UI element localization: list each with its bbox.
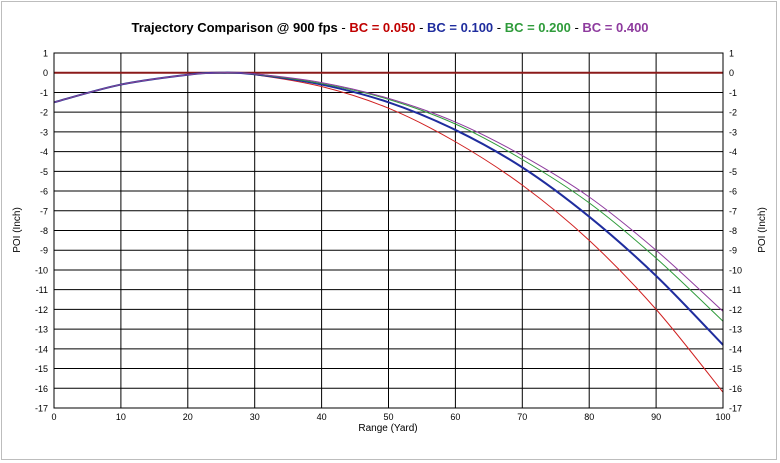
x-tick-label: 40	[317, 412, 327, 422]
y-tick-label-left: -12	[35, 305, 48, 315]
x-tick-label: 30	[250, 412, 260, 422]
chart-title: Trajectory Comparison @ 900 fps - BC = 0…	[0, 20, 780, 35]
x-tick-label: 80	[584, 412, 594, 422]
title-separator: -	[493, 20, 505, 35]
x-tick-label: 50	[383, 412, 393, 422]
y-tick-label-right: -4	[729, 147, 737, 157]
y-tick-label-right: 0	[729, 68, 734, 78]
y-tick-label-left: -1	[40, 88, 48, 98]
x-tick-label: 60	[450, 412, 460, 422]
y-axis-left-ticks: 1 0 -1 -2 -3 -4 -5 -6 -7 -8 -9 -10 -11 -12 -13 -14 -15 -1…	[35, 49, 48, 414]
y-tick-label-right: -11	[729, 285, 741, 295]
y-tick-label-left: -15	[35, 364, 48, 374]
y-tick-label-right: 1	[729, 49, 734, 59]
y-tick-label-right: -10	[729, 265, 742, 275]
y-tick-label-left: -2	[40, 108, 48, 118]
y-tick-label-right: -5	[729, 167, 737, 177]
y-tick-label-right: -7	[729, 206, 737, 216]
y-tick-label-left: -5	[40, 167, 48, 177]
x-tick-label: 70	[517, 412, 527, 422]
y-tick-label-right: -14	[729, 344, 742, 354]
grid-lines	[53, 52, 724, 409]
y-tick-label-left: -17	[35, 404, 48, 414]
y-tick-label-left: -8	[40, 226, 48, 236]
series-lines	[53, 71, 724, 393]
x-tick-label: 10	[116, 412, 126, 422]
title-series-label: BC = 0.100	[427, 20, 494, 35]
y-tick-label-left: -4	[40, 147, 48, 157]
y-tick-label-left: -7	[40, 206, 48, 216]
y-tick-label-left: 1	[43, 49, 48, 59]
x-axis-ticks: 0 10 20 30 40 50 60 70 80 90 100	[51, 412, 730, 422]
y-tick-label-right: -13	[729, 325, 742, 335]
series-line-bc-0-400	[53, 72, 724, 312]
title-series-label: BC = 0.200	[504, 20, 571, 35]
y-tick-label-left: -9	[40, 246, 48, 256]
x-tick-label: 0	[51, 412, 56, 422]
y-tick-label-left: -14	[35, 344, 48, 354]
y-axis-right-label: POI (Inch)	[757, 207, 768, 253]
title-series-parts: - BC = 0.050 - BC = 0.100 - BC = 0.200 -…	[337, 20, 649, 35]
title-separator: -	[415, 20, 428, 35]
y-tick-label-right: -6	[729, 187, 737, 197]
y-tick-label-left: -3	[40, 127, 48, 137]
y-tick-label-left: -13	[35, 325, 48, 335]
y-tick-label-left: 0	[43, 68, 48, 78]
y-tick-label-right: -12	[729, 305, 742, 315]
y-tick-label-right: -9	[729, 246, 737, 256]
y-axis-right-ticks: 1 0 -1 -2 -3 -4 -5 -6 -7 -8 -9 -10 -11 -12 -13 -14 -15 -1…	[729, 49, 742, 414]
title-series-label: BC = 0.050	[349, 20, 416, 35]
title-series-label: BC = 0.400	[582, 20, 649, 35]
x-tick-label: 100	[715, 412, 730, 422]
y-tick-label-left: -6	[40, 187, 48, 197]
title-separator: -	[337, 20, 350, 35]
y-tick-label-right: -15	[729, 364, 742, 374]
y-tick-label-left: -11	[36, 285, 48, 295]
y-tick-label-right: -2	[729, 108, 737, 118]
y-tick-label-right: -16	[729, 384, 742, 394]
y-tick-label-right: -8	[729, 226, 737, 236]
x-tick-label: 90	[651, 412, 661, 422]
y-tick-label-right: -1	[729, 88, 737, 98]
x-tick-label: 20	[183, 412, 193, 422]
y-tick-label-left: -10	[35, 265, 48, 275]
y-axis-left-label: POI (Inch)	[12, 207, 23, 253]
y-tick-label-left: -16	[35, 384, 48, 394]
title-separator: -	[570, 20, 583, 35]
plot-border	[53, 52, 724, 409]
x-axis-label: Range (Yard)	[358, 423, 417, 434]
title-prefix: Trajectory Comparison @ 900 fps	[131, 20, 338, 35]
y-tick-label-right: -17	[729, 404, 742, 414]
y-tick-label-right: -3	[729, 127, 737, 137]
